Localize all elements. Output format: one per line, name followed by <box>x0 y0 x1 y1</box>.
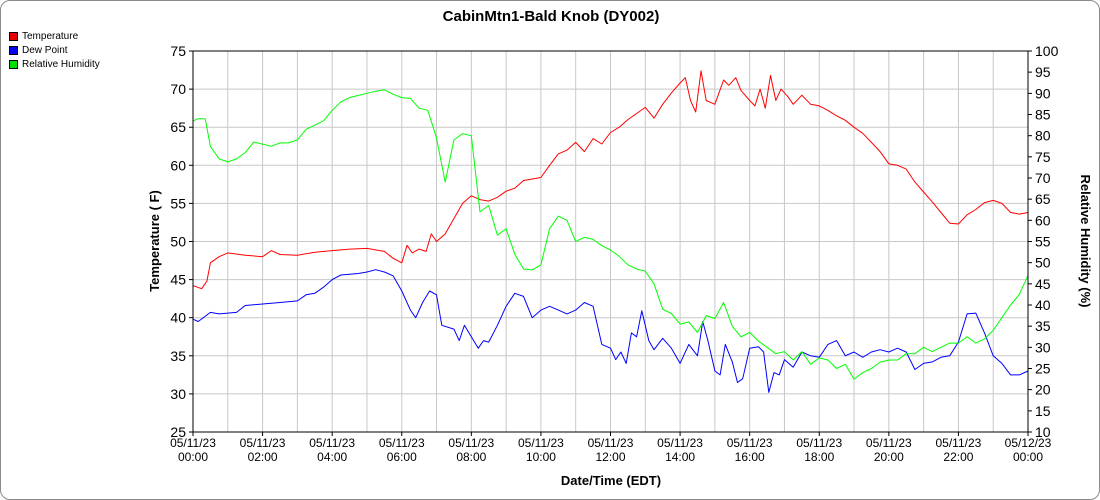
x-tick-time: 20:00 <box>874 450 904 464</box>
axis-ticks: 25 30 35 40 45 50 55 60 65 70 75 10 15 20 25 30 35 40 45 50… <box>170 43 1058 464</box>
y2-tick-label: 85 <box>1035 107 1051 123</box>
y2-tick-label: 60 <box>1035 212 1051 228</box>
x-tick-time: 08:00 <box>456 450 486 464</box>
series-line-dew-point <box>192 269 1029 393</box>
y2-tick-label: 55 <box>1035 234 1051 250</box>
x-tick-date: 05/11/23 <box>796 436 842 450</box>
y2-tick-label: 65 <box>1035 191 1051 207</box>
x-tick-time: 16:00 <box>735 450 765 464</box>
y2-tick-label: 15 <box>1035 403 1051 419</box>
x-tick-time: 00:00 <box>1013 450 1043 464</box>
legend-item-temperature[interactable]: Temperature <box>9 29 100 43</box>
y2-tick-label: 30 <box>1035 339 1051 355</box>
x-tick-date: 05/11/23 <box>240 436 286 450</box>
y-tick-label: 50 <box>170 234 186 250</box>
y-axis-label-left: Temperature ( F) <box>147 190 162 292</box>
x-tick-time: 22:00 <box>943 450 973 464</box>
x-axis-label: Date/Time (EDT) <box>561 473 661 488</box>
x-tick-time: 06:00 <box>387 450 417 464</box>
y-tick-label: 65 <box>170 119 186 135</box>
y-tick-label: 60 <box>170 157 186 173</box>
y2-tick-label: 80 <box>1035 128 1051 144</box>
y-tick-label: 25 <box>170 424 186 440</box>
y2-tick-label: 95 <box>1035 64 1051 80</box>
x-tick-date: 05/12/23 <box>1005 436 1052 450</box>
x-tick-date: 05/11/23 <box>448 436 494 450</box>
plot-area-border <box>192 50 1029 433</box>
x-tick-time: 18:00 <box>804 450 834 464</box>
y-tick-label: 75 <box>170 43 186 59</box>
legend-label-dew-point: Dew Point <box>22 44 68 56</box>
y2-tick-label: 45 <box>1035 276 1051 292</box>
y-axis-label-right: Relative Humidity (%) <box>1078 175 1093 308</box>
y2-tick-label: 90 <box>1035 85 1051 101</box>
series-line-temperature <box>192 70 1029 290</box>
y2-tick-label: 40 <box>1035 297 1051 313</box>
y2-tick-label: 100 <box>1035 43 1059 59</box>
x-tick-date: 05/11/23 <box>518 436 564 450</box>
y2-tick-label: 75 <box>1035 149 1051 165</box>
y2-tick-label: 35 <box>1035 318 1051 334</box>
x-tick-date: 05/11/23 <box>170 436 216 450</box>
x-tick-date: 05/11/23 <box>588 436 634 450</box>
legend-swatch-dew-point <box>9 45 18 55</box>
y-tick-label: 70 <box>170 81 186 97</box>
x-tick-time: 02:00 <box>248 450 278 464</box>
y-tick-label: 35 <box>170 348 186 364</box>
legend-label-relative-humidity: Relative Humidity <box>22 58 100 70</box>
y-tick-label: 30 <box>170 386 186 402</box>
x-tick-time: 00:00 <box>178 450 208 464</box>
x-tick-time: 14:00 <box>665 450 695 464</box>
x-tick-date: 05/11/23 <box>657 436 703 450</box>
y2-tick-label: 70 <box>1035 170 1051 186</box>
legend-label-temperature: Temperature <box>22 30 79 42</box>
legend: Temperature Dew Point Relative Humidity <box>9 29 100 71</box>
legend-item-dew-point[interactable]: Dew Point <box>9 43 100 57</box>
y-tick-label: 55 <box>170 195 186 211</box>
legend-swatch-temperature <box>9 31 18 41</box>
grid <box>192 50 1029 433</box>
x-tick-date: 05/11/23 <box>309 436 355 450</box>
y2-tick-label: 10 <box>1035 424 1051 440</box>
x-tick-time: 10:00 <box>526 450 556 464</box>
y2-tick-label: 25 <box>1035 361 1051 377</box>
y2-tick-label: 50 <box>1035 255 1051 271</box>
x-tick-date: 05/11/23 <box>727 436 773 450</box>
chart-title: CabinMtn1-Bald Knob (DY002) <box>443 8 660 25</box>
legend-swatch-relative-humidity <box>9 59 18 69</box>
series-layer <box>192 70 1029 393</box>
series-line-relative-humidity <box>192 89 1029 380</box>
x-tick-date: 05/11/23 <box>866 436 912 450</box>
x-tick-time: 12:00 <box>595 450 625 464</box>
y2-tick-label: 20 <box>1035 382 1051 398</box>
x-tick-date: 05/11/23 <box>936 436 982 450</box>
legend-item-relative-humidity[interactable]: Relative Humidity <box>9 57 100 71</box>
y-tick-label: 40 <box>170 310 186 326</box>
x-tick-time: 04:00 <box>317 450 347 464</box>
y-tick-label: 45 <box>170 272 186 288</box>
x-tick-date: 05/11/23 <box>379 436 425 450</box>
